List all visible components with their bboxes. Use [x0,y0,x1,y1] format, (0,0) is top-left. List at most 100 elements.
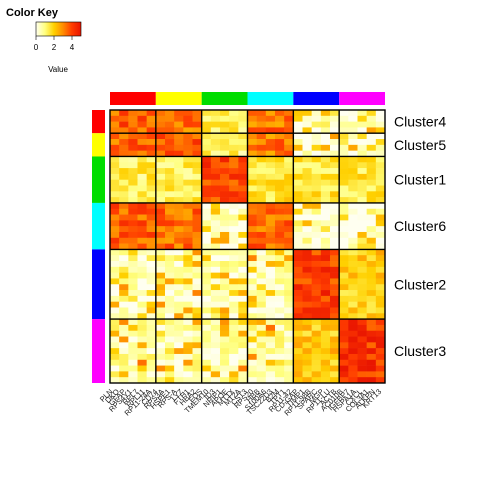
heatmap-cell [330,330,340,337]
heatmap-cell [375,191,386,198]
heatmap-cell [146,115,157,122]
heatmap-cell [110,150,120,157]
heatmap-cell [302,342,312,349]
heatmap-cell [165,139,175,146]
heatmap-cell [330,261,340,268]
heatmap-cell [183,220,193,227]
heatmap-cell [229,336,239,343]
heatmap-cell [238,324,248,332]
heatmap-cell [201,110,212,117]
heatmap-cell [320,226,331,233]
heatmap-cell [293,110,303,117]
heatmap-cell [330,266,340,273]
heatmap-cell [284,359,294,366]
heatmap-cell [275,208,285,215]
heatmap-cell [284,295,294,302]
heatmap-cell [366,115,377,122]
heatmap-cell [128,359,138,366]
heatmap-cell [293,324,303,332]
heatmap-cell [256,284,267,291]
heatmap-cell [320,115,331,122]
heatmap-cell [375,208,386,215]
heatmap-cell [155,115,166,122]
heatmap-cell [146,319,157,326]
heatmap-cell [247,272,257,279]
heatmap-cell [119,336,129,343]
heatmap-cell [311,220,322,227]
heatmap-cell [357,208,367,215]
heatmap-cell [110,133,120,140]
heatmap-cell [302,353,312,361]
heatmap-cell [320,121,331,128]
heatmap-cell [284,115,294,122]
heatmap-cell [375,301,386,308]
heatmap-cell [320,336,331,343]
heatmap-cell [375,220,386,227]
heatmap-cell [247,127,257,134]
heatmap-cell [247,179,257,186]
heatmap-cell [320,295,331,302]
heatmap-cell [375,377,386,384]
heatmap-cell [155,214,166,221]
heatmap-cell [320,290,331,297]
heatmap-cell [110,237,120,244]
heatmap-cell [137,127,147,134]
heatmap-cell [302,330,312,337]
heatmap-cell [275,336,285,343]
heatmap-cell [210,336,221,343]
heatmap-cell [165,226,175,233]
heatmap-cell [192,353,202,361]
heatmap-cell [348,284,358,291]
heatmap-cell [174,179,184,186]
heatmap-cell [137,185,147,192]
heatmap-cell [302,127,312,134]
heatmap-cell [119,185,129,192]
heatmap-cell [220,191,230,198]
heatmap-cell [110,284,120,291]
heatmap-cell [137,179,147,186]
heatmap-cell [339,266,349,273]
heatmap-cell [183,261,193,268]
heatmap-cell [201,220,212,227]
heatmap-cell [293,231,303,239]
heatmap-cell [155,272,166,279]
gene-labels: PLNDKOGFAPRPS4Y1RPL7RPL11RP11-24ACD74RPS… [98,387,383,418]
heatmap-cell [275,231,285,239]
heatmap-cell [119,202,129,210]
heatmap-cell [229,295,239,302]
heatmap-cell [110,231,120,239]
heatmap-cell [265,301,276,308]
heatmap-cell [311,359,322,366]
heatmap-cell [229,353,239,361]
heatmap-cell [137,150,147,157]
heatmap-cell [119,365,129,372]
heatmap-cell [339,150,349,157]
heatmap-cell [265,284,276,291]
heatmap-cell [275,127,285,134]
heatmap-cell [238,191,248,198]
heatmap-cell [375,284,386,291]
heatmap-cell [192,144,202,151]
heatmap-cell [339,185,349,192]
cluster-label: Cluster2 [394,276,446,292]
heatmap-cell [174,342,184,349]
heatmap-cell [366,319,377,326]
heatmap-cell [210,307,221,314]
heatmap-cell [375,290,386,297]
heatmap-cell [192,272,202,279]
heatmap-cell [183,173,193,181]
heatmap-cell [265,110,276,117]
heatmap-cell [119,243,129,250]
heatmap-cell [366,226,377,233]
heatmap-cell [275,377,285,384]
heatmap-cell [220,179,230,186]
heatmap-cell [265,202,276,210]
heatmap-cell [192,324,202,332]
heatmap-cell [174,324,184,332]
heatmap-cell [357,197,367,204]
heatmap-cell [210,324,221,332]
heatmap-cell [110,144,120,151]
heatmap-cell [174,272,184,279]
heatmap-cell [146,202,157,210]
heatmap-cell [183,284,193,291]
